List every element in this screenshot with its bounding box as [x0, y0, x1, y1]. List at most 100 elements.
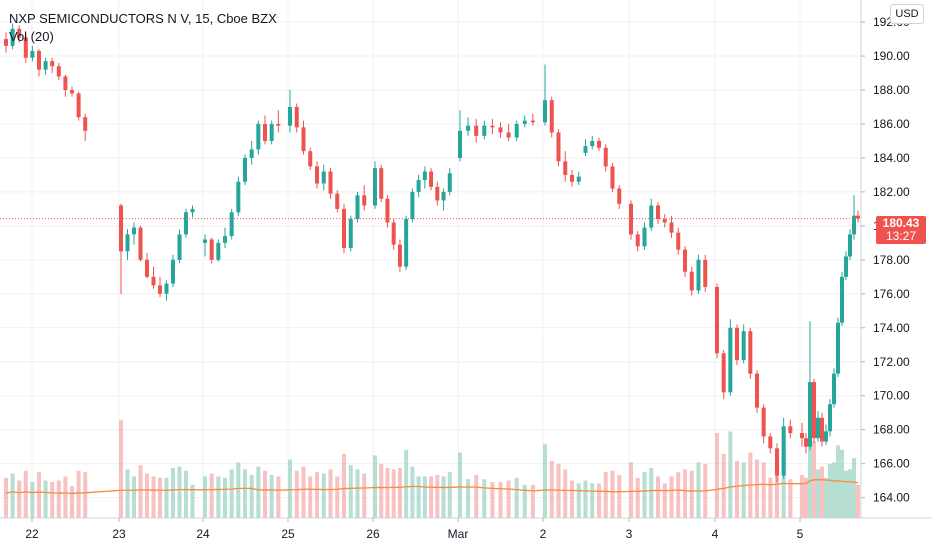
last-price-label: 180.43 13:27 — [876, 216, 926, 244]
chart-legend: NXP SEMICONDUCTORS N V, 15, Cboe BZX Vol… — [9, 10, 277, 46]
candle-body — [288, 106, 292, 126]
volume-bar — [820, 466, 824, 518]
candle-body — [23, 37, 28, 58]
candle-body — [63, 76, 68, 91]
time-tick-label: 22 — [25, 527, 39, 541]
volume-bar — [410, 466, 415, 518]
volume-bar — [348, 465, 353, 518]
candle-body — [342, 208, 346, 248]
candle-body — [788, 426, 793, 434]
volume-bar — [490, 481, 495, 518]
volume-bar — [243, 469, 247, 518]
volume-bar — [721, 453, 726, 518]
candle-body — [348, 219, 353, 248]
volume-bar — [447, 472, 452, 518]
price-tick-label: 166.00 — [873, 457, 910, 471]
volume-bar — [151, 476, 156, 518]
volume-bar — [373, 455, 377, 518]
volume-bar — [263, 470, 267, 518]
price-axis[interactable]: 164.00 166.00 168.00 170.00 172.00 174.00 176.… — [860, 0, 910, 518]
candle-body — [379, 168, 384, 199]
candle-body — [728, 327, 733, 393]
time-tick-label: 5 — [797, 527, 804, 541]
volume-bar — [328, 469, 333, 518]
candle-body — [617, 188, 622, 204]
volume-bar — [603, 472, 608, 518]
candle-body — [748, 331, 753, 374]
candle-body — [649, 205, 654, 228]
candle-body — [17, 28, 22, 38]
currency-badge[interactable]: USD — [890, 4, 924, 24]
volume-bar — [775, 462, 779, 518]
candle-body — [715, 287, 719, 354]
candle-body — [514, 123, 519, 138]
volume-bar — [676, 472, 681, 518]
time-axis[interactable]: 22 23 24 25 26 Mar 2 3 4 5 — [0, 517, 932, 541]
candle-body — [373, 168, 377, 206]
price-tick-label: 182.00 — [873, 185, 910, 199]
time-tick-label: 24 — [196, 527, 210, 541]
candle-body — [158, 285, 162, 294]
candle-body — [597, 140, 601, 148]
candle-body — [458, 130, 462, 158]
candle-body — [662, 219, 667, 223]
volume-bar — [288, 459, 292, 518]
volume-bar — [119, 420, 123, 518]
volume-bar — [422, 476, 427, 518]
volume-bar — [741, 462, 746, 518]
candle-body — [83, 117, 88, 131]
volume-bar — [177, 466, 182, 518]
time-tick-label: 26 — [366, 527, 380, 541]
volume-bar — [308, 476, 313, 518]
volume-bar — [474, 474, 479, 518]
candle-body — [301, 127, 306, 152]
volume-bar — [458, 452, 462, 518]
volume-bar — [597, 483, 601, 518]
volume-bar — [788, 479, 793, 518]
candle-body — [4, 39, 8, 46]
volume-bar — [229, 469, 234, 518]
candle-body — [385, 198, 390, 223]
volume-bar — [158, 477, 162, 518]
volume-bar — [840, 449, 844, 518]
time-tick-label: Mar — [448, 527, 469, 541]
volume-bar — [397, 467, 402, 518]
candle-body — [800, 433, 804, 439]
volume-bar — [583, 480, 588, 518]
price-tick-label: 184.00 — [873, 151, 910, 165]
volume-bar — [543, 444, 547, 518]
candle-body — [308, 151, 313, 167]
volume-bar — [669, 476, 674, 518]
volume-indicator-label[interactable]: Vol (20) — [9, 29, 54, 44]
bar-countdown: 13:27 — [885, 229, 917, 243]
candle-body — [256, 123, 261, 150]
candle-body — [391, 222, 396, 245]
symbol-title[interactable]: NXP SEMICONDUCTORS N V, 15, Cboe BZX — [9, 11, 277, 26]
price-tick-label: 186.00 — [873, 117, 910, 131]
volume-moving-average — [5, 479, 859, 495]
volume-bar — [828, 463, 832, 518]
candle-body — [10, 28, 15, 46]
candle-body — [416, 180, 421, 192]
candle-body — [844, 256, 848, 277]
volume-bar — [355, 469, 360, 518]
candle-body — [635, 234, 640, 247]
candle-body — [441, 191, 446, 201]
candle-body — [276, 123, 281, 126]
candle-body — [689, 271, 694, 291]
volume-bar — [848, 469, 852, 518]
candle-body — [37, 50, 41, 70]
volume-bar — [610, 470, 615, 518]
volume-bar — [852, 458, 856, 518]
volume-bar — [482, 479, 487, 518]
volume-bar — [429, 476, 434, 518]
volume-bar — [466, 479, 471, 518]
candle-body — [556, 132, 561, 162]
candle-body — [482, 125, 487, 136]
volume-bar — [50, 481, 55, 518]
volume-bar — [649, 467, 654, 518]
volume-bar — [404, 449, 409, 518]
volume-bar — [276, 476, 281, 518]
candle-body — [164, 283, 169, 294]
